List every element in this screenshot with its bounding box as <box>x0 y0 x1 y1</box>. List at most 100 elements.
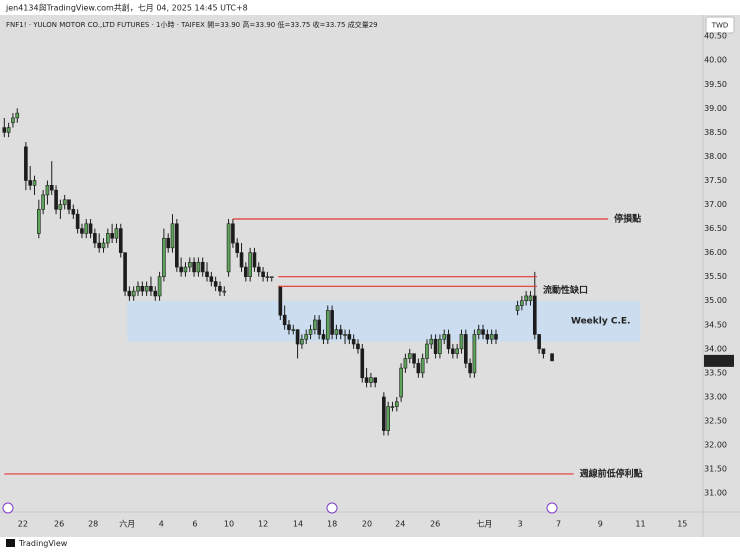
y-tick-label: 36.50 <box>704 224 727 233</box>
event-icon[interactable] <box>546 502 558 514</box>
candle-body <box>364 377 369 383</box>
candle-body <box>407 353 412 359</box>
candle-body <box>179 266 183 273</box>
candle-body <box>343 334 347 336</box>
candle-body <box>489 334 494 340</box>
candle-body <box>218 286 222 292</box>
candle-body <box>80 228 84 234</box>
currency-badge[interactable] <box>705 16 735 34</box>
candle-body <box>468 362 472 374</box>
candle-body <box>97 242 102 249</box>
annotation-label: 停損點 <box>614 212 641 224</box>
candle-body <box>239 252 244 268</box>
event-icon[interactable] <box>326 502 338 514</box>
candle-body <box>153 290 158 297</box>
candle-body <box>187 261 192 268</box>
candle-body <box>360 348 365 379</box>
y-tick-label: 33.50 <box>704 368 727 377</box>
candle-body <box>438 338 442 354</box>
y-tick-label: 33.00 <box>704 392 727 401</box>
y-tick-label: 32.50 <box>704 417 727 426</box>
candle-body <box>200 261 205 273</box>
event-icon[interactable] <box>2 502 14 514</box>
legend-text: FNF1! · YULON MOTOR CO.,LTD FUTURES · 1小… <box>6 20 378 29</box>
y-tick-label: 31.50 <box>704 465 727 474</box>
candle-body <box>532 295 537 335</box>
candle-body <box>485 334 490 340</box>
x-tick-label: 24 <box>395 520 405 529</box>
candle-body <box>2 127 7 133</box>
candle-body <box>369 377 373 383</box>
candle-body <box>382 396 386 431</box>
candle-body <box>192 261 196 273</box>
candle-body <box>356 343 360 350</box>
y-tick-label: 38.50 <box>704 128 727 137</box>
candle-body <box>373 377 378 383</box>
candle-body <box>300 338 304 345</box>
candle-body <box>205 271 209 277</box>
candle-body <box>28 180 32 186</box>
x-tick-label: 26 <box>430 520 440 529</box>
candle-body <box>15 112 20 119</box>
zone <box>127 300 641 342</box>
candle-body <box>550 353 554 362</box>
x-tick-label: 7 <box>556 520 561 529</box>
candle-body <box>183 266 188 273</box>
y-tick-label: 32.00 <box>704 441 727 450</box>
candle-body <box>32 180 37 186</box>
candle-body <box>338 329 343 335</box>
chart-background <box>0 15 740 537</box>
x-tick-label: 28 <box>88 520 98 529</box>
candle-body <box>282 314 287 326</box>
candle-body <box>226 223 231 273</box>
candle-body <box>412 353 416 364</box>
candle-body <box>481 329 485 335</box>
x-tick-label: 15 <box>677 520 687 529</box>
brand: TradingView <box>18 539 68 548</box>
candle-body <box>287 324 291 330</box>
candle-body <box>325 310 330 340</box>
candle-body <box>127 290 132 297</box>
candle-body <box>166 237 171 249</box>
candle-body <box>278 286 283 316</box>
candle-body <box>49 184 54 191</box>
y-tick-label: 38.00 <box>704 152 727 161</box>
x-tick-label: 六月 <box>119 519 135 529</box>
candle-body <box>88 223 93 234</box>
x-tick-label: 20 <box>362 520 372 529</box>
candle-body <box>252 252 257 268</box>
candle-body <box>261 271 265 277</box>
candle-body <box>157 276 162 297</box>
candle-body <box>123 252 127 292</box>
candle-body <box>175 223 179 268</box>
candle-body <box>140 286 145 292</box>
candle-body <box>476 329 481 335</box>
candle-body <box>446 334 451 350</box>
y-tick-label: 40.00 <box>704 56 727 65</box>
candle-body <box>101 242 106 249</box>
candle-body <box>451 348 455 354</box>
candle-body <box>75 213 80 229</box>
candle-body <box>520 300 524 306</box>
candle-body <box>313 319 317 330</box>
candle-body <box>429 338 434 345</box>
candle-body <box>494 334 498 340</box>
candle-body <box>265 276 270 278</box>
candle-body <box>67 199 71 210</box>
candle-body <box>62 199 67 205</box>
candle-body <box>347 334 352 340</box>
y-tick-label: 40.50 <box>704 32 727 41</box>
candle-body <box>235 242 240 253</box>
caption: jen4134與TradingView.com共創，七月 04, 2025 14… <box>5 3 248 13</box>
last-price-badge <box>704 354 734 367</box>
last-price: 33.75 <box>708 357 731 366</box>
candle-body <box>317 319 321 335</box>
candle-body <box>84 223 89 234</box>
candle-body <box>304 334 309 340</box>
y-tick-label: 31.00 <box>704 489 727 498</box>
candle-body <box>403 358 408 369</box>
candle-body <box>463 334 468 364</box>
candle-body <box>131 290 136 297</box>
candle-body <box>24 146 28 181</box>
